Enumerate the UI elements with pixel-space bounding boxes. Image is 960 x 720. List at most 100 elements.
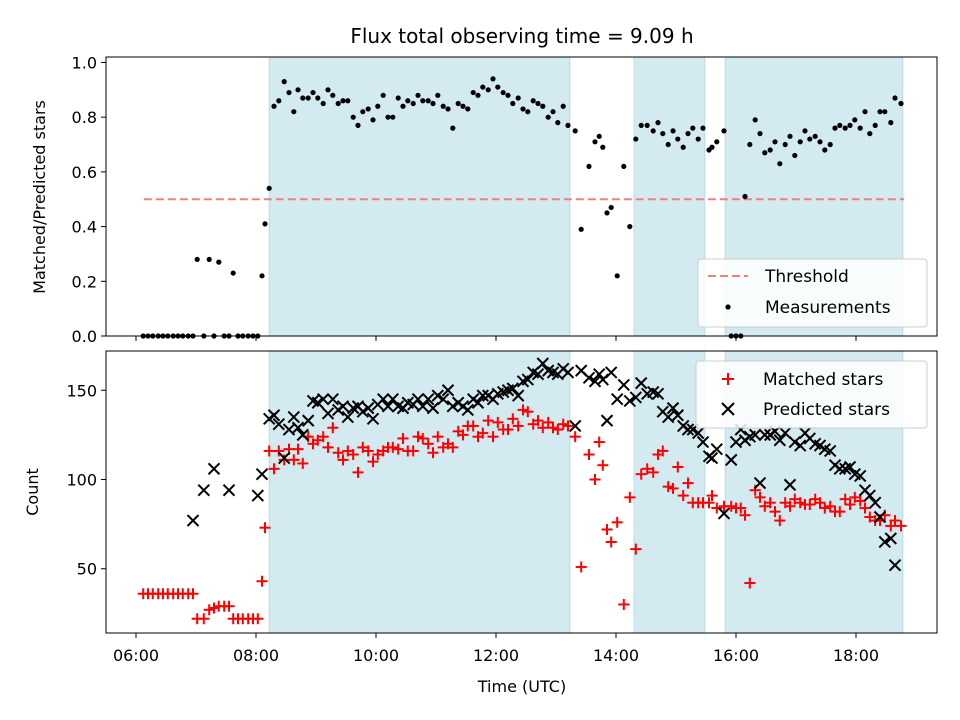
data-point — [807, 136, 813, 142]
data-point — [522, 406, 534, 418]
data-point — [868, 496, 882, 509]
data-point — [431, 389, 445, 402]
data-point — [300, 95, 306, 101]
data-point — [624, 491, 636, 503]
data-point — [884, 532, 898, 545]
y-tick-label: 0.2 — [72, 272, 97, 291]
data-point — [888, 558, 902, 572]
data-point — [604, 210, 610, 216]
data-point — [600, 414, 614, 427]
data-point — [562, 420, 574, 432]
data-point — [332, 447, 344, 459]
y-tick-label: 150 — [66, 381, 97, 400]
data-point — [297, 457, 309, 469]
data-point — [630, 543, 642, 555]
data-point — [757, 130, 763, 137]
legend-predicted-label: Predicted stars — [763, 400, 890, 420]
data-point — [569, 431, 581, 443]
data-point — [739, 509, 751, 521]
data-point — [657, 445, 669, 457]
y-tick-label: 50 — [77, 560, 97, 579]
data-point — [824, 500, 836, 512]
data-point — [310, 89, 316, 96]
data-point — [440, 103, 446, 109]
data-point — [208, 602, 220, 614]
data-point — [480, 84, 486, 90]
data-point — [873, 510, 887, 524]
data-point — [764, 497, 776, 509]
data-point — [426, 401, 440, 415]
data-point — [762, 150, 768, 156]
x-tick-label: 14:00 — [593, 646, 639, 665]
data-point — [457, 429, 469, 441]
data-point — [187, 588, 199, 600]
observing-window-0 — [268, 56, 571, 337]
data-point — [777, 161, 783, 167]
data-point — [340, 98, 346, 104]
data-point — [536, 357, 550, 370]
data-point — [572, 128, 578, 134]
x-tick-label: 18:00 — [833, 646, 879, 665]
data-point — [634, 376, 648, 390]
data-point — [475, 92, 481, 98]
data-point — [197, 484, 211, 497]
data-point — [336, 400, 350, 413]
data-point — [627, 223, 633, 230]
data-point — [520, 106, 526, 112]
data-point — [450, 125, 456, 131]
data-point — [854, 495, 866, 507]
data-point — [685, 130, 691, 137]
data-point — [356, 405, 370, 418]
data-point — [892, 95, 898, 101]
data-point — [276, 98, 282, 104]
observing-window-1 — [633, 56, 706, 337]
data-point — [291, 421, 305, 434]
data-point — [552, 424, 564, 436]
data-point — [611, 516, 623, 528]
data-point — [281, 79, 287, 85]
data-point — [747, 141, 753, 148]
data-point — [638, 122, 644, 128]
data-point — [485, 87, 491, 93]
data-point — [341, 410, 355, 424]
data-point — [863, 489, 877, 502]
data-point — [362, 445, 374, 457]
data-point — [601, 523, 613, 535]
legend-predicted-swatch — [721, 402, 735, 416]
data-point — [252, 613, 264, 625]
data-point — [742, 193, 748, 200]
top-panel: 0.0 0.2 0.4 0.6 0.8 1.0 Matched/Predicted sta… — [30, 53, 938, 346]
data-point — [597, 459, 609, 471]
data-point — [783, 478, 797, 492]
data-point — [575, 561, 587, 573]
x-tick-label: 08:00 — [233, 646, 279, 665]
data-point — [335, 100, 341, 107]
bottom-panel-ylabel: Count — [23, 468, 42, 516]
data-point — [432, 431, 444, 443]
data-point — [259, 273, 265, 279]
data-point — [531, 367, 545, 381]
data-point — [268, 463, 280, 475]
data-point — [259, 522, 271, 534]
data-point — [754, 491, 766, 503]
data-point — [477, 427, 489, 439]
data-point — [847, 122, 853, 128]
series-0 — [137, 404, 907, 625]
data-point — [610, 392, 624, 406]
data-point — [672, 461, 684, 473]
data-point — [507, 413, 519, 425]
data-point — [565, 122, 571, 128]
data-point — [696, 435, 710, 449]
data-point — [366, 412, 380, 426]
data-point — [774, 515, 786, 527]
data-point — [608, 204, 614, 211]
data-point — [381, 400, 395, 413]
data-point — [255, 467, 269, 481]
data-point — [430, 100, 436, 107]
data-point — [427, 447, 439, 459]
data-point — [560, 103, 566, 109]
data-point — [447, 441, 459, 453]
data-point — [286, 89, 292, 96]
data-point — [500, 89, 506, 96]
data-point — [194, 256, 200, 263]
